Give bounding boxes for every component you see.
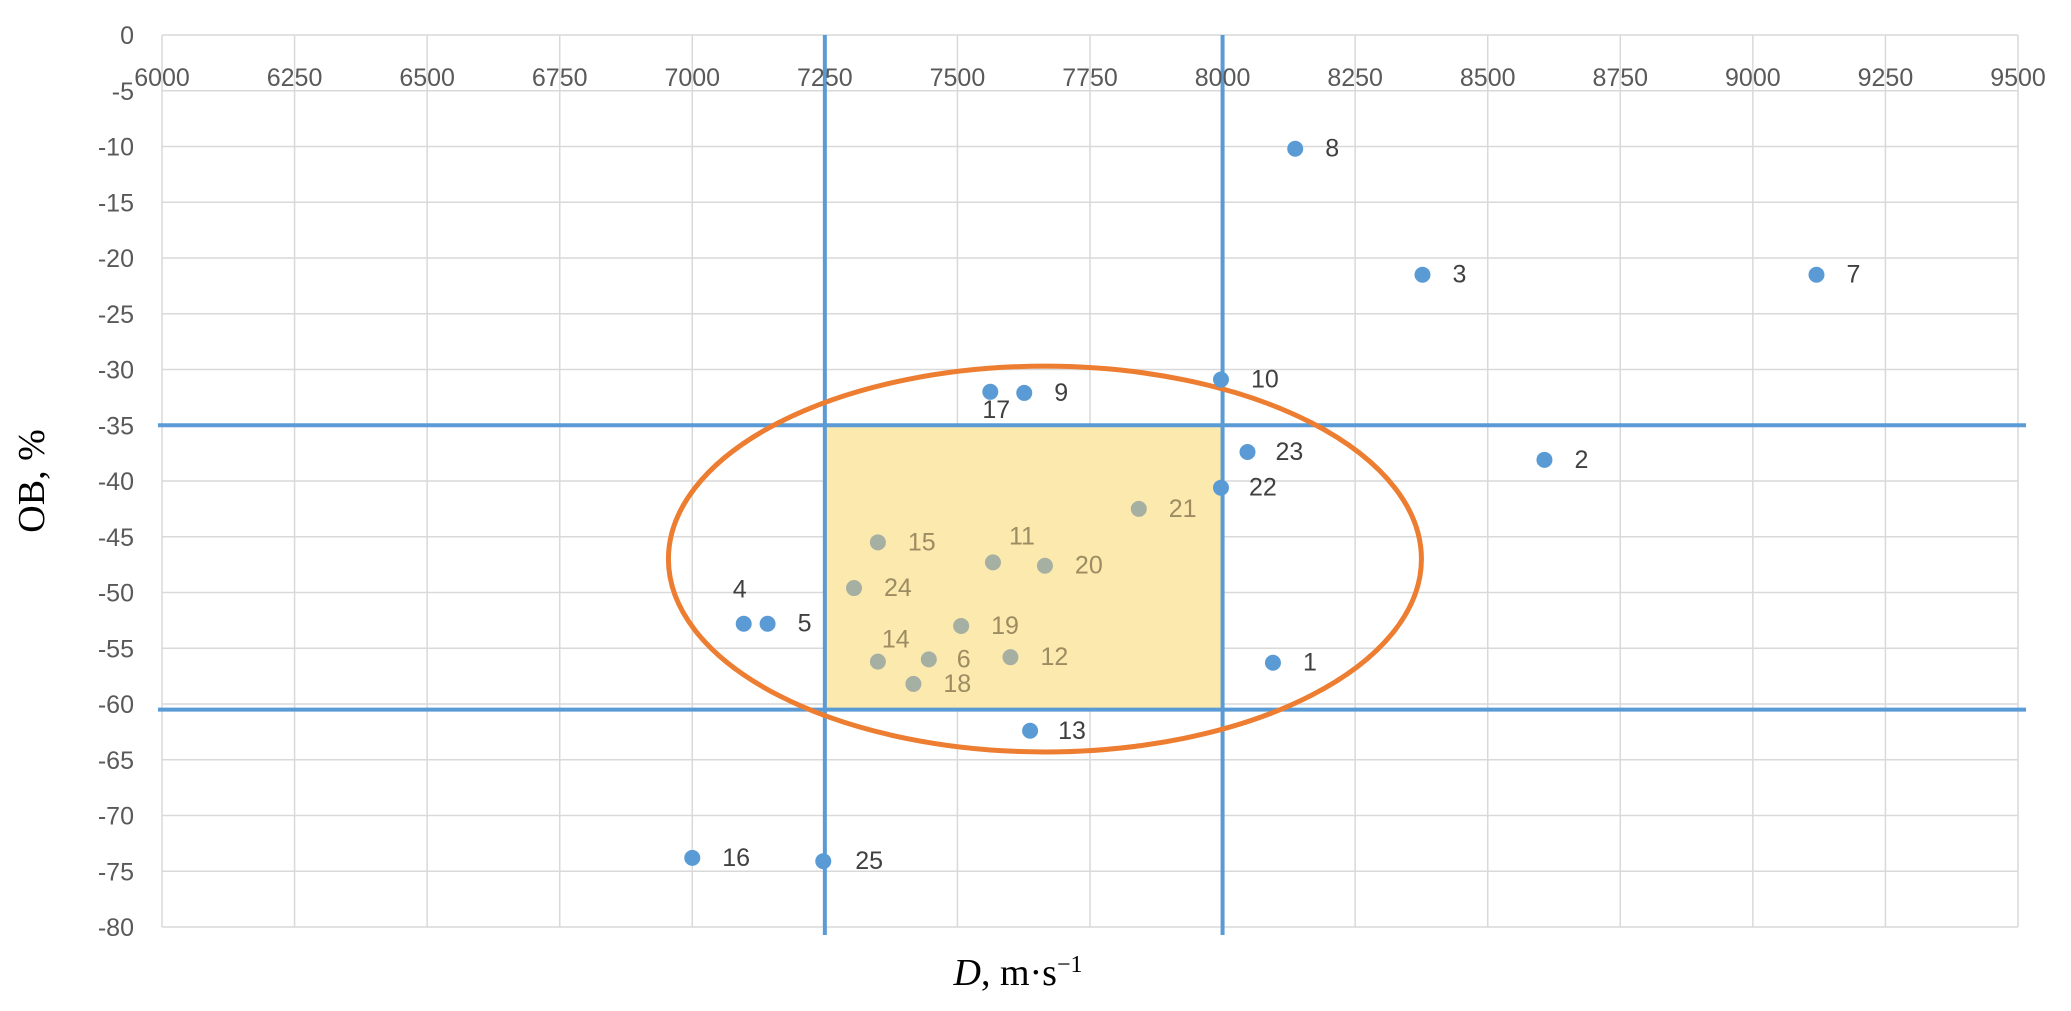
data-point-9 xyxy=(1016,384,1033,401)
y-tick-label: -50 xyxy=(98,580,134,608)
y-tick-label: -60 xyxy=(98,691,134,719)
data-point-17 xyxy=(982,383,999,400)
x-axis-label-exponent: −1 xyxy=(1057,952,1083,978)
data-point-label-4: 4 xyxy=(733,576,747,604)
data-point-label-9: 9 xyxy=(1054,379,1068,407)
data-point-label-8: 8 xyxy=(1325,135,1339,163)
y-tick-label: -5 xyxy=(112,78,134,106)
x-axis-label-unit: , m·s xyxy=(981,952,1057,994)
x-tick-label: 8500 xyxy=(1460,64,1516,92)
y-tick-label: -15 xyxy=(98,189,134,217)
data-point-label-20: 20 xyxy=(1075,552,1103,580)
data-point-5 xyxy=(759,615,776,632)
data-point-label-18: 18 xyxy=(943,670,971,698)
y-tick-label: -40 xyxy=(98,468,134,496)
data-point-label-16: 16 xyxy=(722,844,750,872)
y-tick-label: -30 xyxy=(98,357,134,385)
x-axis-label-symbol: D xyxy=(953,952,981,994)
data-point-label-22: 22 xyxy=(1249,474,1277,502)
x-tick-label: 6750 xyxy=(532,64,588,92)
data-point-label-6: 6 xyxy=(957,645,971,673)
data-point-label-2: 2 xyxy=(1574,446,1588,474)
data-point-label-21: 21 xyxy=(1169,495,1197,523)
highlight-region-layer xyxy=(824,425,1223,710)
y-tick-label: -20 xyxy=(98,245,134,273)
data-point-label-10: 10 xyxy=(1251,366,1279,394)
x-axis-label: D, m·s−1 xyxy=(953,952,1083,994)
data-point-label-1: 1 xyxy=(1303,649,1317,677)
y-tick-label: -65 xyxy=(98,747,134,775)
x-tick-label: 9000 xyxy=(1725,64,1781,92)
data-point-label-3: 3 xyxy=(1452,261,1466,289)
data-point-10 xyxy=(1212,371,1229,388)
x-tick-label: 7000 xyxy=(664,64,720,92)
data-point-25 xyxy=(815,853,832,870)
x-tick-label: 7750 xyxy=(1062,64,1118,92)
ellipse-layer xyxy=(665,363,1424,755)
data-point-label-11: 11 xyxy=(1009,522,1035,550)
y-axis-label: OB, % xyxy=(11,429,53,532)
data-point-3 xyxy=(1414,266,1431,283)
y-tick-label: -55 xyxy=(98,635,134,663)
y-tick-label: -10 xyxy=(98,134,134,162)
data-point-21 xyxy=(1130,500,1147,517)
data-point-7 xyxy=(1808,266,1825,283)
data-point-label-24: 24 xyxy=(884,574,912,602)
y-tick-label: 0 xyxy=(120,22,134,50)
x-tick-label: 7500 xyxy=(930,64,986,92)
data-point-8 xyxy=(1287,140,1304,157)
y-tick-label: -35 xyxy=(98,412,134,440)
data-point-2 xyxy=(1536,451,1553,468)
highlight-region xyxy=(824,425,1223,710)
x-tick-label: 8250 xyxy=(1327,64,1383,92)
data-point-6 xyxy=(920,651,937,668)
data-point-16 xyxy=(684,849,701,866)
data-point-label-13: 13 xyxy=(1058,717,1086,745)
highlight-ellipse xyxy=(665,363,1424,755)
y-tick-label: -45 xyxy=(98,524,134,552)
y-tick-label: -25 xyxy=(98,301,134,329)
data-point-label-19: 19 xyxy=(991,612,1019,640)
y-tick-label: -80 xyxy=(98,914,134,942)
data-point-label-14: 14 xyxy=(882,626,910,654)
data-point-12 xyxy=(1002,649,1019,666)
y-tick-label: -75 xyxy=(98,858,134,886)
data-point-19 xyxy=(953,617,970,634)
data-point-1 xyxy=(1264,654,1281,671)
data-point-14 xyxy=(869,653,886,670)
data-point-23 xyxy=(1239,444,1256,461)
data-point-label-7: 7 xyxy=(1846,261,1860,289)
x-tick-label: 6000 xyxy=(134,64,190,92)
x-tick-labels: 6000 6250 6500 6750 7000 7250 7500 7750 8000 8250… xyxy=(134,64,2046,92)
y-tick-label: -70 xyxy=(98,803,134,831)
x-tick-label: 8750 xyxy=(1592,64,1648,92)
data-point-22 xyxy=(1212,479,1229,496)
x-tick-label: 7250 xyxy=(797,64,853,92)
y-tick-labels: 0 -5 -10 -15 -20 -25 -30 -35 -40 -45 -50 -55 -60 -65 -… xyxy=(98,22,134,942)
data-point-13 xyxy=(1022,722,1039,739)
data-point-4 xyxy=(735,615,752,632)
data-point-label-17: 17 xyxy=(982,396,1010,424)
x-tick-label: 6500 xyxy=(399,64,455,92)
x-tick-label: 6250 xyxy=(267,64,323,92)
data-point-label-15: 15 xyxy=(908,528,936,556)
data-point-label-25: 25 xyxy=(855,847,883,875)
x-tick-label: 9250 xyxy=(1858,64,1914,92)
data-point-label-5: 5 xyxy=(798,610,812,638)
data-point-label-23: 23 xyxy=(1275,438,1303,466)
data-point-24 xyxy=(846,580,863,597)
data-point-15 xyxy=(869,534,886,551)
data-point-label-12: 12 xyxy=(1040,643,1068,671)
data-point-20 xyxy=(1036,557,1053,574)
x-tick-label: 9500 xyxy=(1990,64,2046,92)
x-tick-label: 8000 xyxy=(1195,64,1251,92)
data-point-11 xyxy=(984,554,1001,571)
data-point-18 xyxy=(905,675,922,692)
